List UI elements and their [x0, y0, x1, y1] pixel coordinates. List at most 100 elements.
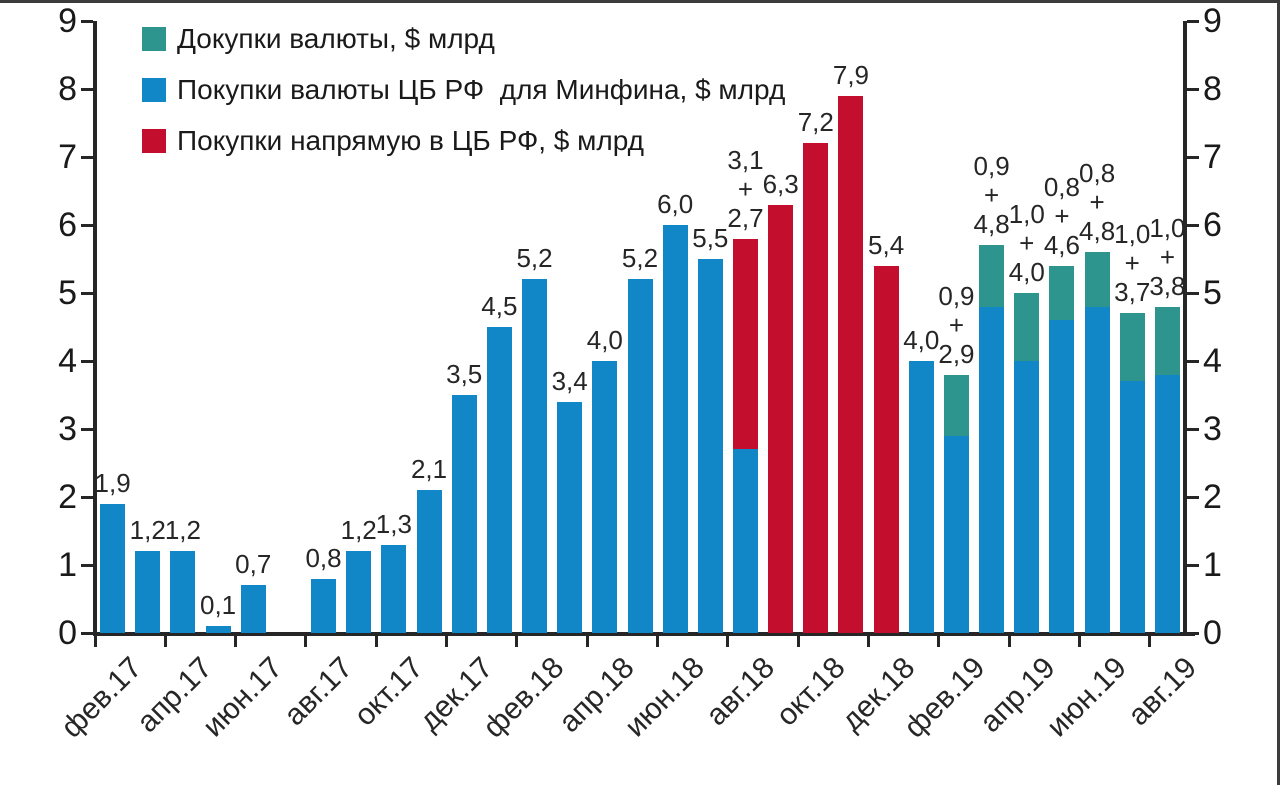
bar-segment-direct: [803, 143, 829, 633]
bar-segment-minfin: [627, 279, 653, 633]
bar-value-label: 3,4: [525, 366, 615, 396]
x-tick: [445, 635, 449, 647]
x-tick: [867, 635, 871, 647]
bar-value-line: +: [1124, 248, 1140, 279]
y-tick-right: [1187, 155, 1199, 159]
y-axis-label-left: 4: [58, 342, 77, 380]
bar-segment-dokupki: [1084, 252, 1110, 307]
bar-segment-dokupki: [1014, 293, 1040, 361]
bar-value-line: +: [1019, 228, 1035, 258]
bar-value-label: 4,0: [876, 326, 966, 355]
x-axis-label: фев.17: [54, 651, 148, 745]
bar-segment-minfin: [592, 361, 618, 633]
x-tick: [93, 635, 97, 647]
y-axis-label-right: 7: [1203, 138, 1222, 176]
bar-value-line: 0,8: [1043, 171, 1080, 202]
bar-segment-minfin: [908, 361, 934, 633]
bar-value-line: 1,2: [340, 515, 377, 546]
bar-segment-direct: [873, 265, 899, 633]
y-axis-label-left: 9: [58, 2, 77, 40]
legend: Докупки валюты, $ млрд Покупки валюты ЦБ …: [142, 23, 785, 157]
y-tick-left: [81, 291, 93, 295]
plot-area: 0 0 1 1 2 2 3 3 4 4 5 5 6 6 7 7 8 8 9 9 1,9 фев.17 1,2 1,2 апр.1…: [55, 3, 1222, 744]
bar-segment-dokupki: [979, 245, 1005, 307]
x-axis: [93, 632, 1195, 636]
y-axis-label-right: 4: [1203, 342, 1222, 380]
bar-segment-minfin: [732, 449, 758, 633]
bar-value-label: 5,2: [490, 244, 580, 273]
bar-segment-minfin: [557, 401, 583, 633]
bar-value-line: 3,8: [1149, 270, 1186, 301]
bar-value-label: 1,3: [349, 509, 439, 539]
bar-value-line: 3,1: [727, 144, 764, 175]
bar-segment-direct: [768, 204, 794, 633]
bar-segment-minfin: [170, 551, 196, 633]
bar-value-line: 4,5: [481, 291, 518, 321]
bar-value-label: 1,2: [138, 516, 228, 545]
bar-segment-minfin: [979, 306, 1005, 633]
bar-segment-minfin: [381, 544, 407, 633]
bar-value-line: 0,8: [305, 542, 342, 573]
bar-value-line: +: [948, 309, 965, 340]
bar-value-label: 1,2: [103, 516, 193, 545]
bar-value-label: 3,5: [419, 360, 509, 389]
bar-segment-minfin: [662, 225, 688, 633]
x-tick: [374, 635, 378, 647]
bar-value-line: 4,0: [586, 325, 623, 355]
y-tick-left: [81, 223, 93, 227]
y-tick-right: [1187, 291, 1199, 295]
bar-value-label: 5,2: [595, 244, 685, 273]
y-tick-right: [1187, 87, 1199, 91]
x-tick: [1007, 635, 1011, 647]
bar-value-label: 1,9: [68, 468, 158, 498]
bar-value-line: 7,2: [797, 107, 834, 138]
bar-value-label: 0,9 +2,9: [911, 280, 1001, 369]
bar-value-line: 4,0: [1008, 257, 1045, 287]
bar-value-line: 0,8: [1079, 158, 1116, 189]
y-axis-right: [1183, 21, 1187, 635]
y-tick-left: [81, 427, 93, 431]
bar-value-line: 2,9: [938, 338, 975, 369]
bar-segment-minfin: [100, 503, 126, 633]
legend-swatch-icon: [142, 27, 166, 51]
bar-value-label: 4,5: [454, 292, 544, 321]
bar-value-line: 3,5: [446, 359, 483, 389]
bar-segment-minfin: [240, 585, 266, 633]
bar-value-label: 5,5: [665, 224, 755, 253]
x-tick: [1078, 635, 1082, 647]
x-tick: [515, 635, 519, 647]
legend-item: Докупки валюты, $ млрд: [142, 23, 785, 55]
y-tick-left: [81, 563, 93, 567]
y-axis-label-left: 2: [58, 478, 77, 516]
legend-label: Покупки напрямую в ЦБ РФ, $ млрд: [177, 125, 644, 156]
bar-value-label: 3,1 +2,7: [700, 144, 790, 233]
bar-segment-minfin: [1049, 320, 1075, 633]
x-axis-label: авг.17: [277, 651, 359, 733]
y-tick-left: [81, 631, 93, 635]
bar-value-label: 0,9 +4,8: [947, 152, 1037, 239]
y-axis-label-left: 5: [58, 274, 77, 312]
x-tick: [796, 635, 800, 647]
bar-value-line: 0,9: [938, 280, 975, 311]
legend-swatch-icon: [142, 129, 166, 153]
bar-value-label: 1,0 +3,8: [1122, 213, 1212, 301]
y-axis-label-left: 7: [58, 138, 77, 176]
bar-value-line: +: [1159, 241, 1175, 272]
y-axis-label-left: 1: [58, 546, 77, 584]
bar-segment-minfin: [451, 395, 477, 633]
bar-value-line: 5,2: [621, 243, 659, 274]
bar-value-line: 1,0: [1008, 199, 1045, 229]
x-axis-label: авг.18: [699, 651, 781, 733]
bar-value-line: 5,4: [868, 229, 905, 260]
bar-segment-minfin: [1084, 306, 1110, 633]
bar-value-label: 7,2: [771, 108, 861, 137]
bar-segment-minfin: [697, 259, 723, 633]
y-tick-right: [1187, 427, 1199, 431]
bar-segment-minfin: [205, 626, 231, 633]
y-axis-label-right: 5: [1203, 274, 1222, 312]
bar-segment-minfin: [416, 490, 442, 633]
bar-value-line: 6,0: [657, 189, 694, 219]
bar-segment-dokupki: [1119, 313, 1145, 382]
x-tick: [234, 635, 238, 647]
y-axis-label-right: 9: [1203, 2, 1222, 40]
